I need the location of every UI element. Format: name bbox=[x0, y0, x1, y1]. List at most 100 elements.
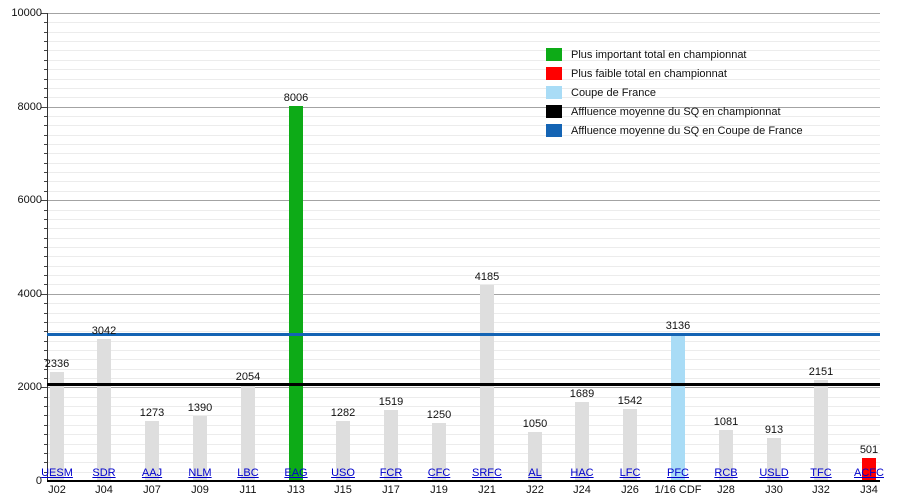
y-axis-tick bbox=[41, 13, 47, 14]
team-link-cfc[interactable]: CFC bbox=[427, 467, 451, 479]
team-link-al[interactable]: AL bbox=[528, 467, 542, 479]
y-axis-tick bbox=[44, 453, 47, 454]
gridline-minor bbox=[47, 425, 880, 426]
gridline-minor bbox=[47, 60, 880, 61]
legend-label: Plus important total en championnat bbox=[571, 48, 747, 61]
gridline-minor bbox=[47, 22, 880, 23]
y-axis-tick bbox=[44, 50, 47, 51]
bar-value-label: 1390 bbox=[187, 402, 213, 414]
gridline-minor bbox=[47, 453, 880, 454]
matchday-label: J24 bbox=[573, 484, 591, 496]
team-link-uso[interactable]: USO bbox=[331, 467, 355, 479]
y-tick-label: 4000 bbox=[17, 288, 42, 300]
matchday-label: 1/16 CDF bbox=[654, 484, 702, 496]
y-axis-tick bbox=[44, 359, 47, 360]
matchday-label: J04 bbox=[95, 484, 113, 496]
y-tick-label: 10000 bbox=[11, 7, 42, 19]
legend-swatch-max-championnat bbox=[546, 48, 562, 61]
team-link-uesm[interactable]: UESM bbox=[41, 467, 73, 479]
gridline-minor bbox=[47, 79, 880, 80]
team-link-srfc[interactable]: SRFC bbox=[472, 467, 502, 479]
gridline-major bbox=[47, 107, 880, 108]
team-link-tfc[interactable]: TFC bbox=[810, 467, 832, 479]
gridline-major bbox=[47, 294, 880, 295]
gridline-minor bbox=[47, 256, 880, 257]
team-link-usld[interactable]: USLD bbox=[759, 467, 789, 479]
gridline-minor bbox=[47, 331, 880, 332]
team-link-hac[interactable]: HAC bbox=[570, 467, 594, 479]
y-axis-tick bbox=[44, 22, 47, 23]
y-tick-label: 6000 bbox=[17, 194, 42, 206]
team-link-aaj[interactable]: AAJ bbox=[141, 467, 163, 479]
bar-sdr bbox=[97, 339, 111, 481]
y-axis-tick bbox=[44, 350, 47, 351]
y-axis-tick bbox=[44, 284, 47, 285]
avg-line-championnat bbox=[47, 383, 880, 386]
bar-value-label: 1542 bbox=[617, 395, 643, 407]
y-axis-tick bbox=[44, 313, 47, 314]
y-axis-tick bbox=[44, 181, 47, 182]
team-link-acfc[interactable]: ACFC bbox=[854, 467, 884, 479]
bar-value-label: 501 bbox=[859, 444, 879, 456]
y-axis-tick bbox=[44, 256, 47, 257]
gridline-minor bbox=[47, 322, 880, 323]
bar-fcr bbox=[384, 410, 398, 481]
bar-value-label: 4185 bbox=[474, 271, 500, 283]
y-axis-tick bbox=[44, 397, 47, 398]
y-axis-tick bbox=[44, 228, 47, 229]
bar-lfc bbox=[623, 409, 637, 481]
legend-label: Plus faible total en championnat bbox=[571, 67, 727, 80]
y-axis-tick bbox=[44, 444, 47, 445]
bar-tfc bbox=[814, 380, 828, 481]
gridline-minor bbox=[47, 284, 880, 285]
bar-aaj bbox=[145, 421, 159, 481]
gridline-major bbox=[47, 13, 880, 14]
bar-pfc bbox=[671, 334, 685, 481]
gridline-minor bbox=[47, 359, 880, 360]
gridline-minor bbox=[47, 275, 880, 276]
y-axis bbox=[47, 13, 48, 481]
gridline-minor bbox=[47, 228, 880, 229]
bar-cfc bbox=[432, 423, 446, 482]
gridline-minor bbox=[47, 172, 880, 173]
gridline-minor bbox=[47, 266, 880, 267]
team-link-eag[interactable]: EAG bbox=[284, 467, 308, 479]
team-link-lfc[interactable]: LFC bbox=[619, 467, 641, 479]
bar-uso bbox=[336, 421, 350, 481]
bar-lbc bbox=[241, 385, 255, 481]
gridline-major bbox=[47, 200, 880, 201]
y-axis-tick bbox=[44, 266, 47, 267]
y-axis-tick bbox=[41, 107, 47, 108]
gridline-minor bbox=[47, 210, 880, 211]
bar-value-label: 1081 bbox=[713, 416, 739, 428]
y-axis-tick bbox=[44, 172, 47, 173]
y-axis-tick bbox=[44, 125, 47, 126]
bar-value-label: 913 bbox=[764, 424, 784, 436]
y-axis-tick bbox=[44, 135, 47, 136]
bar-value-label: 2054 bbox=[235, 371, 261, 383]
legend-swatch-avg-coupe-de-france bbox=[546, 124, 562, 137]
y-axis-tick bbox=[44, 153, 47, 154]
team-link-nlm[interactable]: NLM bbox=[188, 467, 212, 479]
y-axis-tick bbox=[44, 406, 47, 407]
matchday-label: J17 bbox=[382, 484, 400, 496]
team-link-fcr[interactable]: FCR bbox=[379, 467, 403, 479]
y-axis-tick bbox=[44, 191, 47, 192]
y-axis-tick bbox=[44, 462, 47, 463]
legend-item-avg-coupe-de-france: Affluence moyenne du SQ en Coupe de Fran… bbox=[546, 121, 803, 140]
team-link-lbc[interactable]: LBC bbox=[237, 467, 259, 479]
gridline-minor bbox=[47, 69, 880, 70]
team-link-sdr[interactable]: SDR bbox=[92, 467, 116, 479]
gridline-minor bbox=[47, 181, 880, 182]
y-axis-tick bbox=[44, 238, 47, 239]
team-link-pfc[interactable]: PFC bbox=[667, 467, 689, 479]
y-axis-tick bbox=[44, 425, 47, 426]
matchday-label: J19 bbox=[430, 484, 448, 496]
bar-value-label: 1250 bbox=[426, 409, 452, 421]
gridline-minor bbox=[47, 462, 880, 463]
matchday-label: J28 bbox=[717, 484, 735, 496]
bar-value-label: 1689 bbox=[569, 388, 595, 400]
y-axis-tick bbox=[41, 200, 47, 201]
team-link-rcb[interactable]: RCB bbox=[714, 467, 738, 479]
